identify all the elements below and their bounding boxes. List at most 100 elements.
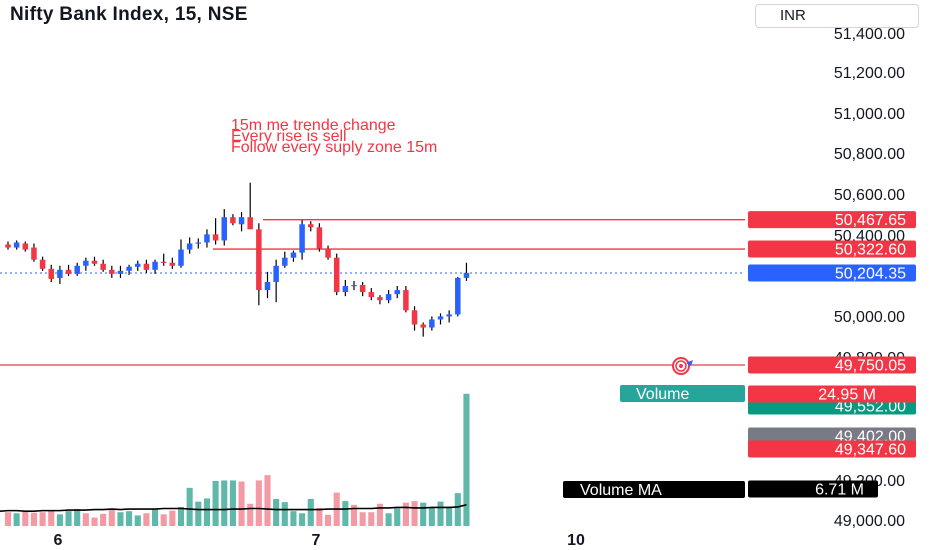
volume-bar: [255, 480, 262, 526]
candle-body: [446, 314, 452, 317]
volume-bar: [221, 480, 228, 526]
candle: [299, 220, 305, 260]
candle-body: [368, 292, 375, 298]
volume-bar: [281, 502, 288, 526]
candle-body: [186, 243, 193, 250]
volume-bar: [160, 514, 167, 526]
candle: [143, 259, 150, 273]
volume-bars: [4, 393, 470, 526]
target-alert-icon[interactable]: [672, 357, 693, 375]
candle-body: [437, 316, 444, 320]
price-tags: 50,467.65 50,322.60 49,750.05 50,204.35 49,5…: [563, 211, 916, 499]
candle-body: [290, 252, 297, 258]
volume-bar: [195, 501, 202, 526]
volume-bar: [273, 498, 280, 526]
candle-body: [74, 265, 80, 274]
candle: [5, 241, 11, 250]
volume-ma-value-tag-bg: [748, 480, 878, 498]
volume-bar: [108, 510, 115, 526]
volume-bar: [100, 513, 107, 526]
candle: [463, 262, 470, 281]
candle-body: [394, 290, 400, 295]
volume-bar: [264, 475, 271, 526]
candle: [152, 259, 158, 274]
candle-body: [351, 285, 357, 287]
volume-bar: [22, 511, 29, 526]
candle: [420, 322, 426, 337]
candle-body: [212, 234, 219, 241]
volume-value-tag-text: 24.95 M: [818, 387, 876, 404]
candle: [126, 264, 132, 275]
candle: [359, 281, 366, 297]
volume-bar: [186, 487, 193, 526]
volume-ma-value-tag: 6.71 M: [748, 480, 878, 499]
candle-body: [230, 217, 236, 224]
candle: [13, 240, 20, 250]
volume-bar: [238, 481, 245, 526]
volume-bar: [350, 504, 358, 526]
candle: [178, 239, 184, 268]
volume-bar: [394, 508, 401, 526]
candle-body: [221, 217, 227, 241]
candle-body: [359, 285, 366, 293]
volume-bar: [169, 510, 176, 526]
volume-value-tag: 24.95 M: [748, 385, 916, 404]
candle: [230, 214, 236, 226]
volume-label-bg: [620, 385, 745, 402]
candle: [455, 276, 461, 317]
volume-bar: [325, 514, 332, 526]
candle: [325, 245, 331, 260]
level-price-tag: 50,467.65: [748, 211, 916, 229]
chart-annotation[interactable]: 15m me trende change Every rise is sell …: [231, 117, 437, 156]
volume-bar: [56, 514, 63, 526]
level-price-tag: 50,322.60: [748, 240, 916, 259]
candle: [91, 256, 98, 266]
volume-bar: [39, 512, 46, 526]
volume-bar: [420, 502, 427, 526]
candle: [256, 223, 262, 306]
price-tick-label: 51,400.00: [834, 26, 905, 43]
currency-selector[interactable]: INR: [755, 4, 919, 28]
volume-bar: [368, 512, 375, 526]
volume-bar: [30, 512, 37, 526]
candle-body: [126, 266, 132, 271]
candle-body: [169, 262, 176, 266]
volume-bar: [117, 512, 124, 526]
candle-body: [83, 260, 89, 266]
volume-bar: [307, 498, 314, 526]
volume-bar: [4, 512, 12, 526]
volume-bar: [91, 517, 98, 526]
volume-bar: [48, 510, 55, 526]
level-price-tag-bg: [748, 356, 916, 374]
price-tick-label: 50,800.00: [834, 146, 905, 163]
price-tick-label: 51,000.00: [834, 106, 905, 123]
volume-bar: [212, 480, 219, 526]
price-axis[interactable]: 51,400.00 51,200.00 51,000.00 50,800.00 50,6…: [834, 26, 905, 530]
level-price-tag-bg: [748, 240, 916, 258]
candle: [48, 264, 54, 282]
price-tag-bg: [748, 440, 916, 458]
candle: [74, 262, 80, 276]
volume-bar: [446, 506, 453, 526]
price-tick-label: 49,000.00: [834, 513, 905, 530]
candle: [446, 310, 452, 323]
candle: [212, 218, 219, 245]
candle-body: [247, 217, 253, 230]
level-price-tag-bg: [748, 211, 916, 229]
candle: [394, 286, 400, 299]
volume-bar: [229, 480, 236, 526]
last-price-tag-text: 50,204.35: [835, 266, 906, 283]
candle: [57, 265, 63, 285]
volume-bar: [177, 506, 185, 526]
candle: [83, 257, 89, 271]
volume-bar: [342, 501, 349, 526]
time-axis[interactable]: 6 7 10: [54, 532, 585, 549]
candle-body: [429, 319, 435, 328]
candle-body: [195, 242, 202, 244]
candle-body: [264, 281, 271, 291]
last-price-tag: 50,204.35: [748, 264, 916, 283]
candle-body: [5, 244, 11, 248]
candle-body: [385, 294, 392, 301]
candle-body: [178, 249, 184, 266]
